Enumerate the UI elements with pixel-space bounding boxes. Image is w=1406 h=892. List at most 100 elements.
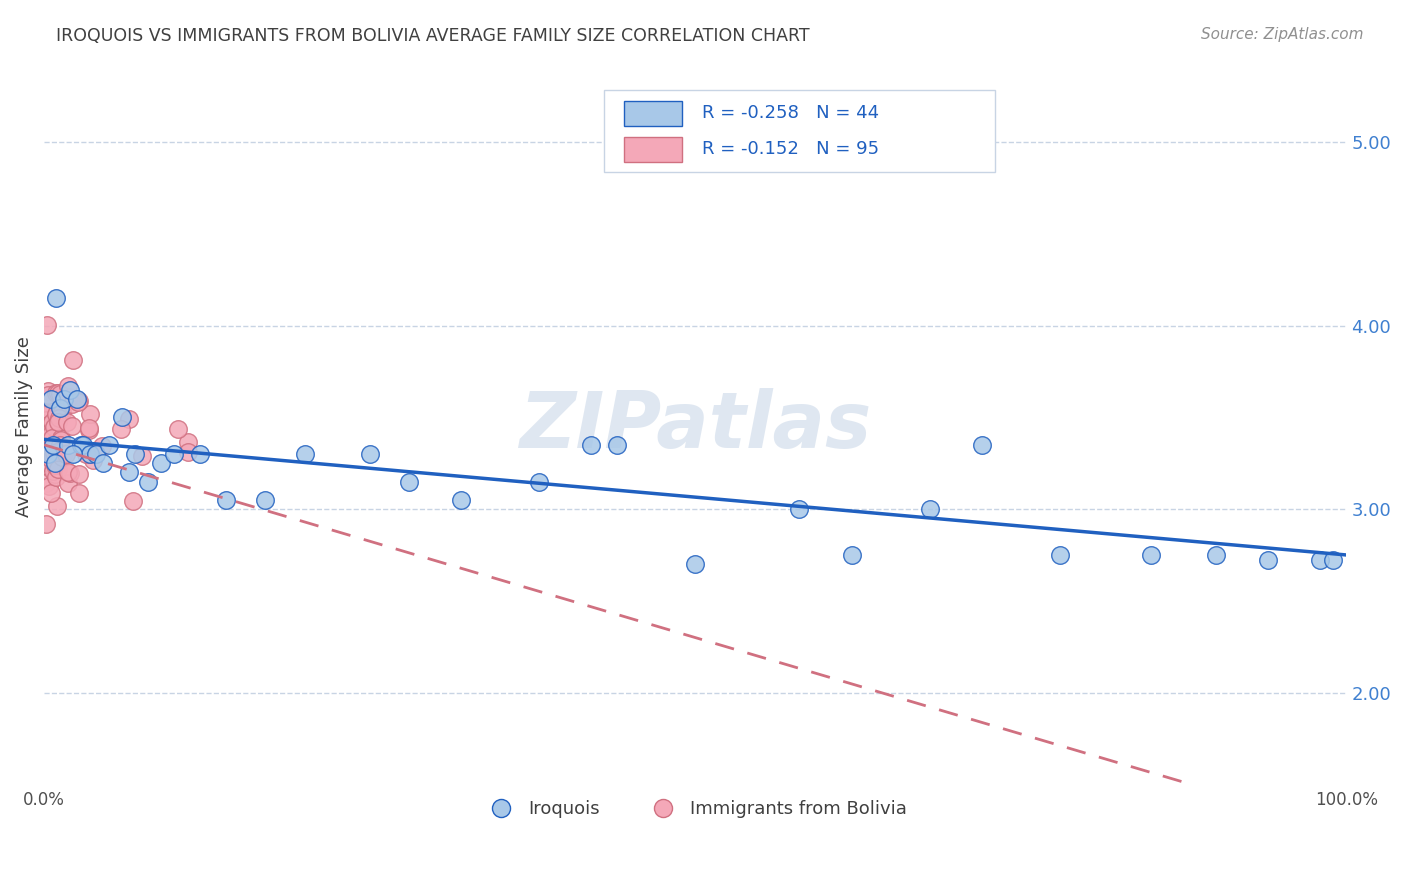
Point: [91, 439, 114, 453]
Point: [527, 475, 550, 489]
Point: [35, 438, 58, 452]
Point: [75, 447, 97, 461]
Point: [45, 291, 67, 305]
Point: [150, 456, 173, 470]
Point: [60, 419, 83, 434]
Point: [48, 411, 70, 425]
Point: [37, 419, 59, 434]
Point: [46, 461, 69, 475]
Point: [84, 447, 107, 461]
Point: [51, 450, 73, 464]
Point: [69, 438, 91, 452]
Point: [41, 450, 63, 464]
Point: [35, 421, 58, 435]
Point: [44, 467, 66, 482]
Point: [62, 447, 84, 461]
Point: [37, 447, 59, 461]
Text: ZIPatlas: ZIPatlas: [519, 389, 872, 465]
Point: [79, 407, 101, 421]
Point: [398, 475, 420, 489]
Point: [254, 492, 277, 507]
Point: [44, 440, 66, 454]
Point: [450, 492, 472, 507]
Point: [1309, 553, 1331, 567]
Point: [45, 407, 67, 421]
Point: [37, 387, 59, 401]
Point: [53, 446, 76, 460]
Point: [42, 438, 65, 452]
Point: [48, 387, 70, 401]
Point: [841, 548, 863, 562]
Text: Source: ZipAtlas.com: Source: ZipAtlas.com: [1201, 27, 1364, 42]
Point: [49, 402, 72, 417]
Point: [35, 407, 58, 421]
Point: [44, 456, 66, 470]
Point: [77, 421, 100, 435]
Point: [44, 420, 66, 434]
Point: [59, 466, 82, 480]
Legend: Iroquois, Immigrants from Bolivia: Iroquois, Immigrants from Bolivia: [477, 793, 914, 825]
Point: [45, 385, 67, 400]
Point: [45, 470, 67, 484]
Point: [91, 456, 114, 470]
Y-axis label: Average Family Size: Average Family Size: [15, 336, 32, 516]
Point: [51, 431, 73, 445]
Point: [39, 486, 62, 500]
Point: [56, 438, 79, 452]
Point: [359, 447, 381, 461]
Point: [131, 449, 153, 463]
Point: [56, 379, 79, 393]
Point: [62, 353, 84, 368]
Point: [45, 407, 67, 421]
Point: [48, 438, 70, 452]
Point: [39, 452, 62, 467]
Point: [35, 516, 58, 531]
Point: [1205, 548, 1227, 562]
Point: [38, 440, 60, 454]
Point: [39, 406, 62, 420]
Point: [41, 427, 63, 442]
Point: [294, 447, 316, 461]
Point: [606, 438, 628, 452]
Point: [163, 447, 186, 461]
Point: [35, 476, 58, 491]
Point: [35, 413, 58, 427]
Point: [42, 464, 65, 478]
Point: [45, 458, 67, 472]
Point: [56, 465, 79, 479]
Point: [579, 438, 602, 452]
Point: [190, 447, 212, 461]
Bar: [624, 101, 682, 126]
Point: [41, 431, 63, 445]
Point: [77, 423, 100, 437]
Point: [45, 499, 67, 513]
Point: [59, 383, 82, 397]
Bar: [624, 137, 682, 162]
Point: [46, 415, 69, 429]
Point: [56, 415, 79, 429]
Point: [136, 475, 159, 489]
Point: [69, 393, 91, 408]
Point: [39, 430, 62, 444]
Point: [1049, 548, 1071, 562]
Point: [44, 458, 66, 472]
Point: [166, 422, 188, 436]
Point: [122, 494, 145, 508]
Point: [48, 401, 70, 416]
Point: [177, 445, 200, 459]
Point: [55, 447, 77, 461]
Text: R = -0.258   N = 44: R = -0.258 N = 44: [702, 104, 879, 122]
Point: [38, 448, 60, 462]
Point: [37, 418, 59, 433]
Point: [67, 486, 90, 500]
FancyBboxPatch shape: [605, 90, 995, 172]
Point: [58, 390, 80, 404]
Point: [1257, 553, 1279, 567]
Point: [215, 492, 238, 507]
Point: [111, 410, 134, 425]
Point: [38, 479, 60, 493]
Point: [46, 386, 69, 401]
Point: [51, 405, 73, 419]
Point: [52, 392, 75, 406]
Text: R = -0.152   N = 95: R = -0.152 N = 95: [702, 140, 879, 158]
